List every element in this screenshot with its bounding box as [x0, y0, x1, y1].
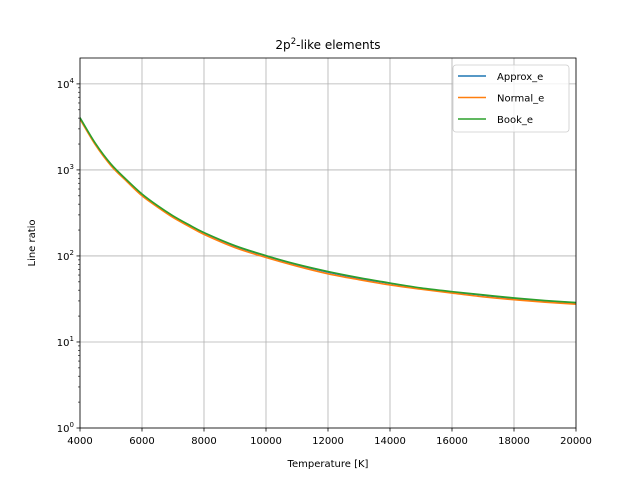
- x-tick-label: 10000: [250, 436, 282, 447]
- legend-label-normal-e: Normal_e: [497, 94, 544, 105]
- y-tick-label: 103: [57, 163, 74, 177]
- x-axis-label: Temperature [K]: [287, 459, 369, 470]
- x-tick-label: 18000: [498, 436, 530, 447]
- y-tick-label: 102: [57, 249, 74, 263]
- y-tick-label: 100: [57, 421, 74, 435]
- x-tick-label: 4000: [67, 436, 92, 447]
- legend: Approx_e Normal_e Book_e: [452, 64, 570, 133]
- x-tick-label: 8000: [191, 436, 216, 447]
- x-axis-ticks: 4000 6000 8000 10000 12000 14000 16000 18000 200…: [67, 428, 592, 447]
- x-tick-label: 16000: [436, 436, 468, 447]
- chart-title: 2p2-like elements: [275, 37, 380, 52]
- y-axis-ticks: 100 101 102 103 104: [57, 77, 80, 435]
- x-tick-label: 20000: [560, 436, 592, 447]
- y-axis-label: Line ratio: [27, 219, 38, 266]
- y-tick-label: 101: [57, 335, 74, 349]
- y-tick-label: 104: [57, 77, 75, 91]
- x-tick-label: 6000: [129, 436, 154, 447]
- x-tick-label: 14000: [374, 436, 406, 447]
- chart-title-superscript: 2: [291, 37, 296, 47]
- series-line-book-e: [80, 117, 576, 304]
- legend-label-approx-e: Approx_e: [497, 72, 543, 83]
- x-tick-label: 12000: [312, 436, 344, 447]
- series-lines: [80, 117, 576, 305]
- series-line-normal-e: [80, 118, 576, 305]
- chart-title-rest: -like elements: [296, 38, 380, 52]
- legend-box: [452, 64, 570, 133]
- legend-label-book-e: Book_e: [497, 115, 533, 126]
